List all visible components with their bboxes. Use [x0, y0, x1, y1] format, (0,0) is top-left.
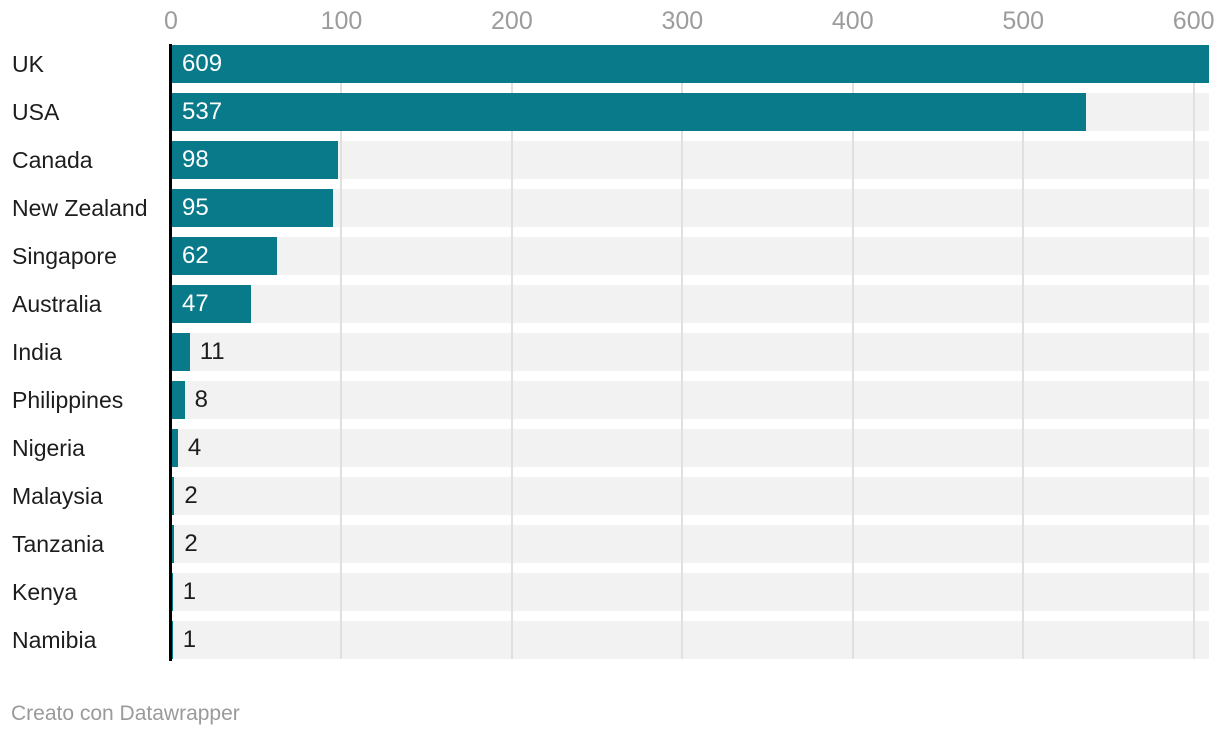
bar — [171, 381, 185, 419]
bar: 47 — [171, 285, 252, 323]
bar-value-label: 62 — [182, 242, 209, 269]
bar-value-label: 537 — [182, 98, 223, 125]
bar-value-label: 4 — [187, 434, 202, 461]
bar — [171, 525, 175, 563]
bar — [171, 477, 175, 515]
category-label: USA — [12, 99, 60, 125]
gridline — [1192, 45, 1195, 659]
category-label: UK — [12, 51, 44, 77]
category-label: Nigeria — [12, 435, 85, 461]
bar-value-label: 1 — [182, 578, 197, 605]
bar-value-label: 2 — [184, 482, 198, 509]
category-label: Kenya — [12, 579, 78, 605]
category-label: New Zealand — [12, 195, 148, 221]
category-label: Namibia — [12, 627, 97, 653]
x-tick-label: 400 — [831, 7, 874, 35]
bar-value-label: 609 — [182, 50, 223, 77]
bar — [171, 333, 190, 371]
row-background — [171, 621, 1209, 659]
x-tick-label: 600 — [1172, 7, 1215, 35]
row-background — [171, 525, 1209, 563]
bar-value-label: 98 — [182, 146, 209, 173]
row-background — [171, 237, 1209, 275]
gridline — [1022, 45, 1025, 659]
category-label: India — [12, 339, 62, 365]
bar-value-label: 2 — [184, 530, 198, 557]
bar: 95 — [171, 189, 333, 227]
x-tick-label: 0 — [164, 7, 178, 35]
bar: 62 — [171, 237, 277, 275]
category-label: Singapore — [12, 243, 117, 269]
bar — [171, 429, 178, 467]
category-label: Malaysia — [12, 483, 103, 509]
bar-value-label: 11 — [199, 338, 225, 365]
plot-area: 609 537 98 95 62 47 11 8 4 2 2 1 1 — [171, 45, 1209, 659]
bar-value-label: 95 — [182, 194, 209, 221]
x-tick-label: 200 — [491, 7, 533, 35]
row-background — [171, 477, 1209, 515]
category-label: Australia — [12, 291, 102, 317]
row-background — [171, 381, 1209, 419]
row-background — [171, 141, 1209, 179]
gridline — [681, 45, 684, 659]
row-background — [171, 573, 1209, 611]
bar: 609 — [171, 45, 1209, 83]
bar: 537 — [171, 93, 1087, 131]
x-tick-label: 100 — [320, 7, 363, 35]
x-tick-label: 300 — [661, 7, 704, 35]
bar-value-label: 47 — [182, 290, 209, 317]
bar-value-label: 1 — [182, 626, 197, 653]
attribution-text: Creato con Datawrapper — [11, 702, 240, 725]
row-background — [171, 429, 1209, 467]
bar-value-label: 8 — [194, 386, 208, 413]
category-label: Philippines — [12, 387, 124, 413]
category-label: Canada — [12, 147, 93, 173]
category-label: Tanzania — [12, 531, 105, 557]
row-background — [171, 189, 1209, 227]
gridline — [340, 45, 343, 659]
bar: 98 — [171, 141, 339, 179]
gridline — [851, 45, 854, 659]
gridline — [510, 45, 513, 659]
x-tick-label: 500 — [1002, 7, 1045, 35]
row-background — [171, 285, 1209, 323]
y-axis-line — [169, 44, 172, 661]
row-background — [171, 333, 1209, 371]
